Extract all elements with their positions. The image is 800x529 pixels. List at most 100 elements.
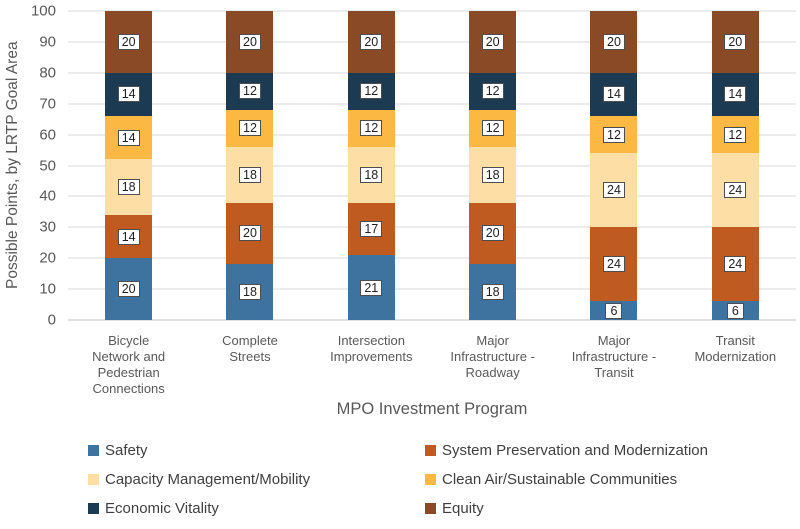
legend-label: Economic Vitality bbox=[105, 500, 219, 517]
bar-slot: 18 20 18 12 12 20 bbox=[432, 11, 553, 320]
y-tick-label: 50 bbox=[39, 157, 56, 174]
legend-marker bbox=[88, 474, 99, 485]
y-tick-label: 0 bbox=[47, 311, 56, 329]
bar-segment: 20 bbox=[711, 11, 759, 73]
bar-segment: 21 bbox=[347, 255, 395, 320]
bar-segment: 20 bbox=[590, 11, 638, 73]
bars-layer: 20 14 18 14 14 20 18 20 18 12 12 20 21 17 18 12 12 20 18 20… bbox=[68, 11, 796, 320]
legend-item: System Preservation and Modernization bbox=[425, 441, 708, 460]
data-label: 14 bbox=[117, 228, 140, 245]
legend-item: Safety bbox=[88, 441, 425, 460]
bar-segment: 14 bbox=[105, 72, 153, 117]
y-tick-label: 10 bbox=[39, 280, 56, 298]
x-axis-labels: Bicycle Network and Pedestrian Connectio… bbox=[68, 333, 796, 397]
gridline bbox=[68, 165, 796, 166]
data-label: 24 bbox=[724, 182, 747, 199]
x-category-label: Intersection Improvements bbox=[330, 333, 413, 364]
data-label: 12 bbox=[481, 83, 504, 100]
stacked-bar: 18 20 18 12 12 20 bbox=[469, 11, 517, 320]
gridline bbox=[68, 195, 796, 197]
data-label: 12 bbox=[360, 83, 383, 100]
stacked-bar: 18 20 18 12 12 20 bbox=[226, 11, 274, 320]
legend-marker bbox=[88, 445, 99, 456]
bar-slot: 6 24 24 12 14 20 bbox=[675, 11, 796, 320]
data-label: 14 bbox=[117, 86, 140, 103]
stacked-bar: 6 24 24 12 14 20 bbox=[711, 11, 759, 320]
x-category-label: Transit Modernization bbox=[694, 333, 777, 364]
bar-segment: 14 bbox=[590, 72, 638, 117]
bar-segment: 18 bbox=[469, 146, 517, 203]
data-label: 17 bbox=[360, 220, 383, 237]
y-tick-label: 100 bbox=[30, 2, 56, 20]
bar-segment: 17 bbox=[347, 202, 395, 256]
bar-segment: 20 bbox=[105, 258, 153, 320]
x-category-label: Major Infrastructure - Roadway bbox=[450, 333, 535, 380]
bar-segment: 20 bbox=[469, 202, 517, 265]
bar-segment: 24 bbox=[590, 153, 638, 228]
data-label: 24 bbox=[603, 256, 625, 273]
data-label: 21 bbox=[360, 279, 383, 296]
data-label: 6 bbox=[726, 302, 744, 319]
bar-segment: 12 bbox=[469, 109, 517, 147]
data-label: 12 bbox=[360, 120, 383, 137]
legend-item: Capacity Management/Mobility bbox=[88, 470, 425, 489]
legend-label: Clean Air/Sustainable Communities bbox=[442, 471, 678, 488]
bar-segment: 6 bbox=[590, 301, 638, 320]
x-category-label: Major Infrastructure - Transit bbox=[571, 333, 657, 380]
bar-slot: 20 14 18 14 14 20 bbox=[68, 11, 189, 320]
bar-slot: 21 17 18 12 12 20 bbox=[311, 11, 432, 320]
gridline bbox=[68, 226, 796, 228]
bar-segment: 20 bbox=[226, 202, 274, 265]
legend-label: Capacity Management/Mobility bbox=[105, 471, 311, 488]
x-axis-title: MPO Investment Program bbox=[336, 400, 528, 418]
data-label: 20 bbox=[117, 281, 140, 298]
bar-segment: 18 bbox=[469, 264, 517, 320]
gridline bbox=[68, 41, 796, 43]
data-label: 6 bbox=[605, 302, 623, 319]
data-label: 24 bbox=[603, 182, 625, 199]
data-label: 18 bbox=[117, 179, 140, 196]
legend-item: Economic Vitality bbox=[88, 499, 425, 518]
data-label: 14 bbox=[724, 86, 747, 103]
y-tick-label: 40 bbox=[39, 187, 56, 205]
y-tick-label: 70 bbox=[39, 95, 56, 113]
bar-segment: 20 bbox=[347, 11, 395, 73]
bar-segment: 18 bbox=[226, 146, 274, 203]
legend: Safety System Preservation and Modernizat… bbox=[88, 441, 708, 518]
bar-segment: 12 bbox=[226, 109, 274, 147]
bar-slot: 18 20 18 12 12 20 bbox=[189, 11, 310, 320]
data-label: 14 bbox=[117, 129, 140, 146]
bar-segment: 12 bbox=[469, 72, 517, 110]
bar-segment: 24 bbox=[711, 227, 759, 302]
legend-marker bbox=[425, 503, 436, 514]
legend-label: Safety bbox=[105, 442, 148, 459]
data-label: 14 bbox=[603, 86, 625, 103]
bar-segment: 18 bbox=[226, 264, 274, 320]
legend-item: Clean Air/Sustainable Communities bbox=[425, 470, 708, 489]
data-label: 12 bbox=[724, 126, 747, 143]
data-label: 18 bbox=[360, 166, 383, 183]
legend-marker bbox=[425, 474, 436, 485]
data-label: 18 bbox=[481, 284, 504, 301]
gridline bbox=[68, 134, 796, 136]
gridline bbox=[68, 72, 796, 74]
data-label: 18 bbox=[239, 284, 261, 301]
bar-segment: 20 bbox=[226, 11, 274, 73]
stacked-bar: 6 24 24 12 14 20 bbox=[590, 11, 638, 320]
x-category-label: Complete Streets bbox=[222, 333, 278, 364]
bar-segment: 6 bbox=[711, 301, 759, 320]
bar-segment: 24 bbox=[590, 227, 638, 302]
bar-segment: 14 bbox=[711, 72, 759, 117]
bar-segment: 12 bbox=[590, 116, 638, 154]
data-label: 12 bbox=[481, 120, 504, 137]
y-tick-label: 80 bbox=[39, 64, 56, 82]
legend-marker bbox=[425, 445, 436, 456]
y-tick-label: 90 bbox=[39, 33, 56, 51]
data-label: 20 bbox=[724, 33, 747, 50]
legend-label: Equity bbox=[442, 500, 484, 517]
y-tick-label: 60 bbox=[39, 126, 56, 144]
gridline bbox=[68, 319, 796, 321]
y-tick-label: 20 bbox=[39, 249, 56, 267]
bar-segment: 14 bbox=[105, 116, 153, 160]
bar-segment: 20 bbox=[105, 11, 153, 73]
